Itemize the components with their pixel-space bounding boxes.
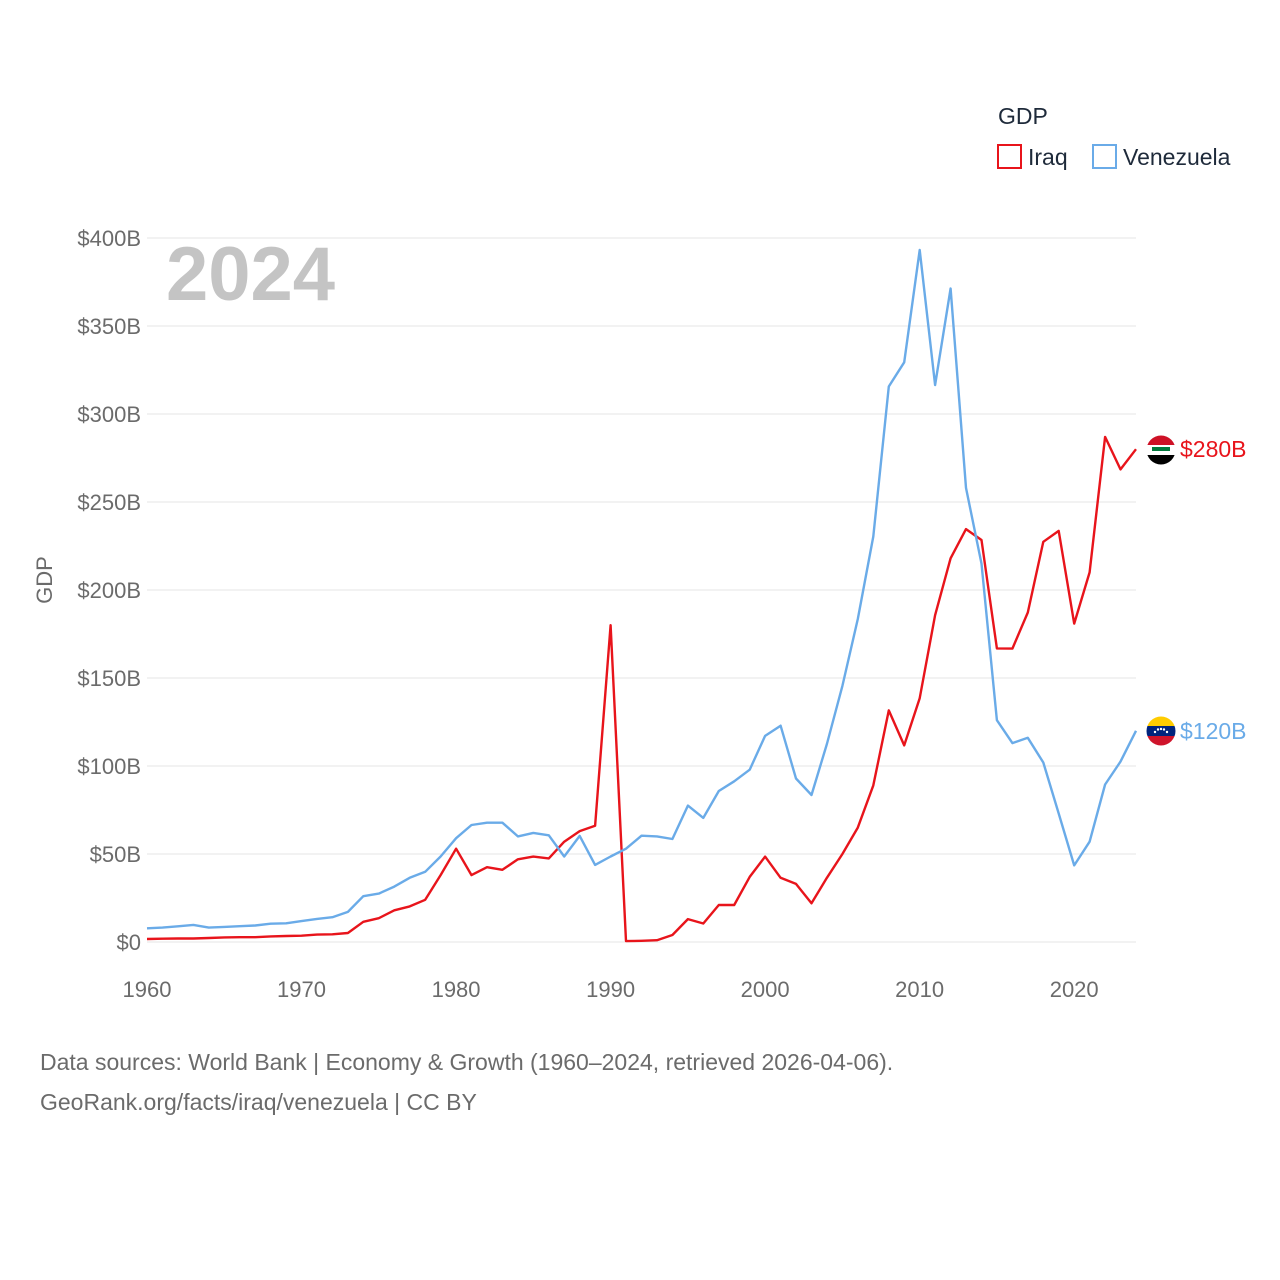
gridlines: [147, 237, 1136, 943]
y-tick-label: $150B: [77, 666, 141, 691]
legend-swatch-venezuela[interactable]: [1092, 144, 1117, 169]
x-tick-label: 2010: [895, 977, 944, 1002]
y-tick-label: $250B: [77, 490, 141, 515]
series-line-iraq[interactable]: [146, 435, 1137, 943]
x-tick-label: 1960: [123, 977, 172, 1002]
legend-swatch-iraq[interactable]: [997, 144, 1022, 169]
legend-label-venezuela[interactable]: Venezuela: [1123, 144, 1231, 170]
end-value-label-venezuela: $120B: [1180, 718, 1247, 744]
series-lines: [146, 248, 1138, 943]
x-tick-label: 1990: [586, 977, 635, 1002]
y-tick-label: $300B: [77, 402, 141, 427]
x-tick-label: 2000: [741, 977, 790, 1002]
x-tick-label: 2020: [1050, 977, 1099, 1002]
series-end-labels: $280B $120B: [1180, 436, 1247, 744]
series-line-venezuela[interactable]: [146, 248, 1138, 930]
venezuela-flag-icon: [1146, 716, 1176, 746]
gdp-line-chart: $0 $50B $100B $150B $200B $250B $300B $350B $400…: [32, 103, 1247, 1002]
x-tick-label: 1980: [432, 977, 481, 1002]
x-tick-label: 1970: [277, 977, 326, 1002]
legend: GDP Iraq Venezuela: [997, 103, 1231, 170]
y-tick-label: $200B: [77, 578, 141, 603]
footer: Data sources: World Bank | Economy & Gro…: [40, 1042, 893, 1122]
y-tick-label: $0: [117, 930, 141, 955]
legend-label-iraq[interactable]: Iraq: [1028, 144, 1068, 170]
year-label: 2024: [166, 232, 335, 317]
y-axis-ticks: $0 $50B $100B $150B $200B $250B $300B $350B $400…: [77, 226, 141, 955]
y-tick-label: $400B: [77, 226, 141, 251]
y-tick-label: $50B: [90, 842, 141, 867]
y-axis-label: GDP: [32, 556, 57, 604]
footer-sources: Data sources: World Bank | Economy & Gro…: [40, 1049, 894, 1075]
x-axis-ticks: 1960 1970 1980 1990 2000 2010 2020: [123, 977, 1099, 1002]
y-tick-label: $350B: [77, 314, 141, 339]
y-tick-label: $100B: [77, 754, 141, 779]
legend-title: GDP: [998, 103, 1048, 129]
footer-attribution[interactable]: GeoRank.org/facts/iraq/venezuela | CC BY: [40, 1089, 477, 1115]
end-value-label-iraq: $280B: [1180, 436, 1247, 462]
iraq-flag-icon: [1146, 435, 1176, 465]
